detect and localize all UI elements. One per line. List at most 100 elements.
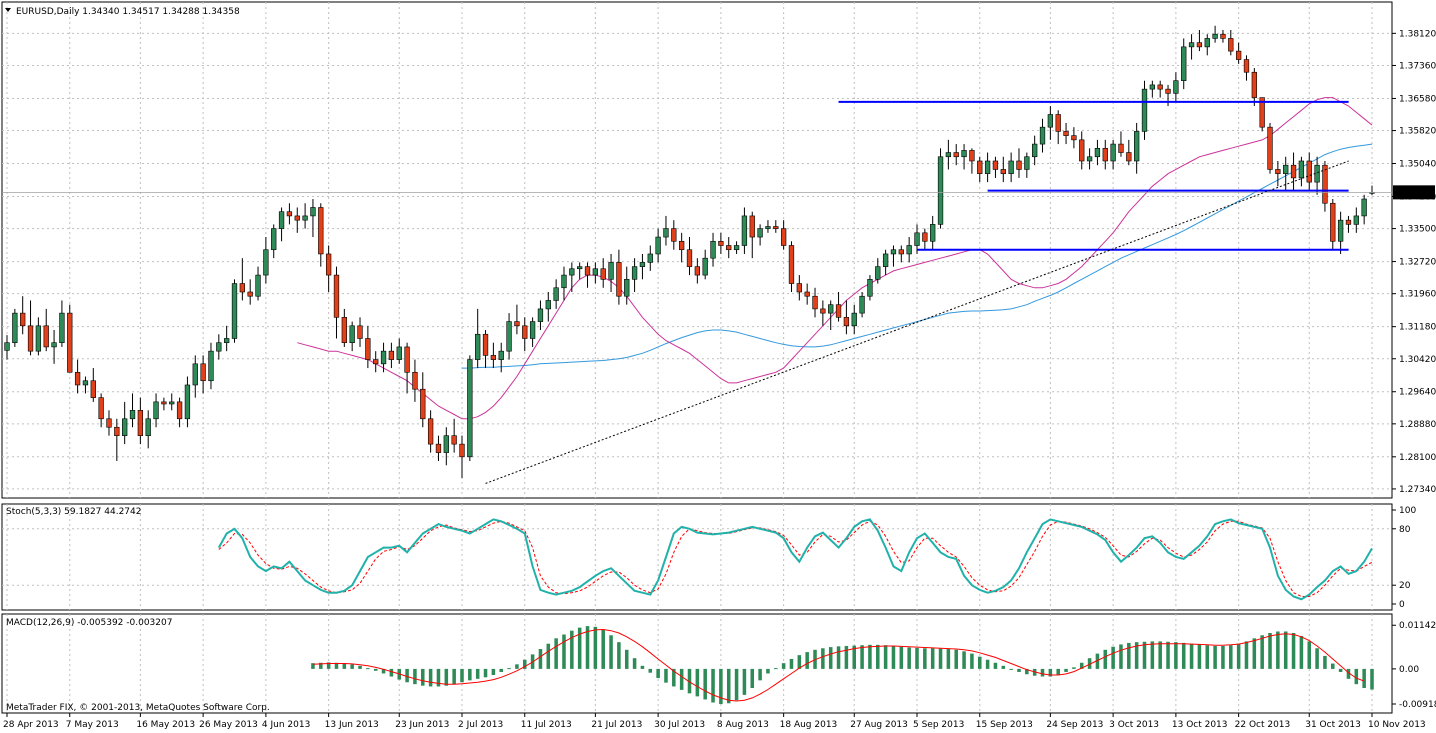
candle[interactable] bbox=[1173, 72, 1179, 102]
candle[interactable] bbox=[404, 342, 410, 394]
candle[interactable] bbox=[647, 245, 653, 271]
candle[interactable] bbox=[577, 262, 583, 280]
candle[interactable] bbox=[153, 393, 159, 428]
candle[interactable] bbox=[694, 258, 700, 284]
candle[interactable] bbox=[278, 207, 285, 242]
candle[interactable] bbox=[1149, 80, 1155, 98]
candle[interactable] bbox=[529, 317, 536, 347]
candle[interactable] bbox=[4, 335, 10, 360]
candle[interactable] bbox=[553, 279, 559, 309]
candle[interactable] bbox=[365, 325, 371, 369]
candle[interactable] bbox=[451, 418, 457, 453]
candle[interactable] bbox=[443, 427, 449, 466]
candle[interactable] bbox=[969, 148, 975, 174]
candle[interactable] bbox=[584, 262, 591, 288]
candle[interactable] bbox=[718, 232, 724, 254]
candle[interactable] bbox=[788, 241, 795, 292]
candle[interactable] bbox=[1055, 110, 1061, 145]
candle[interactable] bbox=[733, 241, 740, 254]
candle[interactable] bbox=[1259, 97, 1265, 132]
candle[interactable] bbox=[1126, 139, 1132, 166]
candle[interactable] bbox=[1181, 38, 1187, 90]
stochastic-pane[interactable]: Stoch(5,3,3) 59.1827 44.2742 100 80 20 0 bbox=[2, 506, 1416, 610]
candle[interactable] bbox=[310, 199, 316, 238]
candle[interactable] bbox=[231, 279, 238, 343]
candle[interactable] bbox=[624, 266, 630, 305]
candle[interactable] bbox=[522, 317, 528, 352]
candle[interactable] bbox=[271, 224, 277, 259]
candle[interactable] bbox=[1039, 118, 1046, 153]
candle[interactable] bbox=[224, 325, 230, 352]
candle[interactable] bbox=[169, 393, 175, 411]
candle[interactable] bbox=[671, 220, 677, 250]
candle[interactable] bbox=[616, 249, 622, 305]
candle[interactable] bbox=[843, 300, 850, 335]
candle[interactable] bbox=[851, 304, 857, 335]
candle[interactable] bbox=[114, 418, 120, 462]
candle[interactable] bbox=[1361, 194, 1367, 225]
candle[interactable] bbox=[373, 351, 379, 373]
candle[interactable] bbox=[1212, 25, 1218, 43]
candle[interactable] bbox=[1275, 160, 1281, 187]
candle[interactable] bbox=[184, 376, 191, 428]
candle[interactable] bbox=[561, 266, 567, 301]
candle[interactable] bbox=[1016, 148, 1022, 178]
candle[interactable] bbox=[592, 262, 599, 284]
candle[interactable] bbox=[467, 355, 473, 462]
candle[interactable] bbox=[820, 300, 826, 326]
candle[interactable] bbox=[1008, 152, 1014, 183]
candle[interactable] bbox=[882, 249, 889, 276]
candle[interactable] bbox=[1290, 152, 1297, 191]
candle[interactable] bbox=[506, 313, 512, 360]
candle[interactable] bbox=[333, 266, 340, 339]
candle[interactable] bbox=[412, 359, 418, 402]
candle[interactable] bbox=[608, 253, 614, 292]
macd-pane[interactable]: MACD(12,26,9) -0.005392 -0.003207 0.01142… bbox=[6, 618, 1436, 710]
candle[interactable] bbox=[1337, 211, 1344, 254]
candle[interactable] bbox=[514, 304, 520, 335]
candle[interactable] bbox=[1110, 139, 1116, 170]
candle[interactable] bbox=[1071, 127, 1077, 149]
support-resistance-levels[interactable] bbox=[2, 100, 1392, 484]
candle[interactable] bbox=[490, 342, 497, 369]
candle[interactable] bbox=[1063, 122, 1069, 145]
candle[interactable] bbox=[1094, 139, 1101, 166]
candle[interactable] bbox=[74, 359, 81, 394]
candle[interactable] bbox=[1251, 68, 1257, 107]
candle[interactable] bbox=[216, 334, 222, 360]
candle[interactable] bbox=[1024, 152, 1030, 178]
candle[interactable] bbox=[263, 237, 269, 284]
candle[interactable] bbox=[835, 291, 842, 322]
candle[interactable] bbox=[1032, 135, 1038, 166]
candle[interactable] bbox=[859, 291, 865, 318]
candle[interactable] bbox=[749, 211, 755, 259]
candle[interactable] bbox=[1228, 29, 1234, 56]
candle[interactable] bbox=[106, 410, 112, 436]
candle[interactable] bbox=[318, 203, 324, 267]
candle[interactable] bbox=[200, 355, 206, 394]
candle[interactable] bbox=[1267, 122, 1273, 174]
candle[interactable] bbox=[145, 410, 151, 449]
candle[interactable] bbox=[812, 287, 818, 318]
candle[interactable] bbox=[867, 275, 873, 301]
candle[interactable] bbox=[98, 393, 104, 428]
candle[interactable] bbox=[67, 304, 73, 373]
candle[interactable] bbox=[569, 262, 575, 292]
candle[interactable] bbox=[1353, 207, 1359, 233]
candle[interactable] bbox=[1235, 42, 1242, 64]
candle[interactable] bbox=[953, 144, 959, 166]
candle[interactable] bbox=[498, 342, 504, 373]
candle[interactable] bbox=[255, 266, 261, 301]
candle[interactable] bbox=[341, 308, 347, 347]
candle[interactable] bbox=[176, 397, 183, 428]
candle[interactable] bbox=[208, 342, 214, 390]
candle[interactable] bbox=[247, 279, 253, 305]
candle[interactable] bbox=[459, 435, 465, 478]
chevron-down-icon[interactable] bbox=[5, 8, 11, 12]
candle[interactable] bbox=[12, 308, 18, 347]
candle[interactable] bbox=[1243, 55, 1250, 81]
candle[interactable] bbox=[51, 330, 57, 364]
candle[interactable] bbox=[937, 148, 944, 229]
candle[interactable] bbox=[631, 258, 638, 292]
